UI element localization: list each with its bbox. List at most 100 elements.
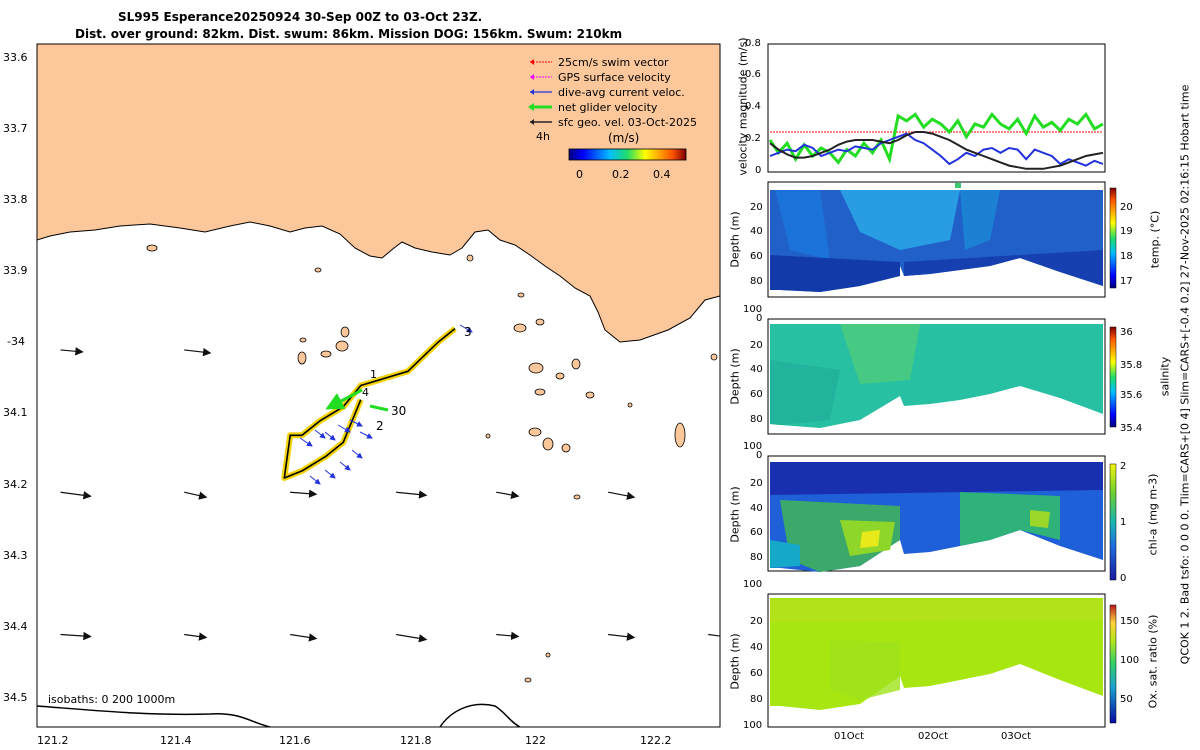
sal-ytick-100: 100 [743, 441, 763, 452]
map-ytick-8: 34.4 [3, 620, 28, 633]
oxygen-section [767, 593, 1106, 728]
map-ytick-7: 34.3 [3, 549, 28, 562]
chl-ytick-80: 80 [750, 552, 763, 563]
temp-ytick-100: 100 [743, 304, 763, 315]
sal-ytick-80: 80 [750, 414, 763, 425]
sal-ytick-0: 0 [756, 313, 763, 324]
map-ytick-6: 34.2 [3, 478, 28, 491]
legend-dive: dive-avg current veloc. [558, 86, 685, 99]
net-velocity-arrow [325, 388, 363, 410]
vel-ylabel: velocity magnitude (m/s) [736, 37, 750, 176]
velocity-lines [768, 111, 1104, 170]
map-ytick-9: 34.5 [3, 691, 28, 704]
cb-tick-1: 0.2 [612, 168, 630, 181]
chl-cb-2: 2 [1120, 461, 1127, 472]
geo-vector-10 [290, 633, 318, 642]
isobath-1000m [37, 705, 271, 727]
vel-ytick-0: 0 [755, 165, 762, 176]
vel-ytick-2: 0.4 [745, 101, 761, 112]
ox-ytick-80: 80 [750, 694, 763, 705]
legend-time: 4h [536, 130, 550, 143]
geo-vector-2 [60, 491, 92, 500]
map-ytick-2: 33.8 [3, 193, 28, 206]
sal-cb-354: 35.4 [1120, 423, 1143, 434]
geo-vector-9 [184, 632, 208, 641]
map-xtick-5: 122.2 [640, 734, 672, 747]
map-xtick-0: 121.2 [37, 734, 69, 747]
map-ytick-4: -34 [7, 335, 25, 348]
geo-vector-6 [496, 490, 520, 500]
chl-cb-1: 1 [1120, 517, 1127, 528]
islands [146, 244, 718, 683]
geo-vector-0 [60, 347, 84, 356]
sal-colorbar [1109, 326, 1117, 428]
time-tick-03oct: 03Oct [1001, 731, 1032, 742]
ox-ylabel: Depth (m) [728, 633, 742, 690]
sal-cb-36: 36 [1120, 327, 1133, 338]
geo-vector-13 [608, 632, 636, 641]
temp-cblabel: temp. (°C) [1148, 210, 1162, 269]
vel-ytick-3: 0.6 [745, 69, 761, 80]
geo-vector-8 [60, 631, 92, 641]
sal-ylabel: Depth (m) [728, 348, 742, 405]
track-label-1: 1 [370, 368, 377, 381]
track-label-3: 3 [464, 325, 472, 339]
geo-vector-7 [608, 491, 636, 500]
legend-swim: 25cm/s swim vector [558, 56, 669, 69]
chl-ytick-60: 60 [750, 527, 763, 538]
colorbar-unit: (m/s) [608, 131, 639, 145]
time-tick-02oct: 02Oct [918, 731, 949, 742]
map-legend: 25cm/s swim vector GPS surface velocity … [528, 56, 697, 181]
geo-vector-1 [184, 347, 212, 357]
ox-cblabel: Ox. sat. ratio (%) [1146, 614, 1160, 709]
temp-cb-20: 20 [1120, 202, 1133, 213]
vel-ytick-4: 0.8 [745, 38, 761, 49]
vel-series-3 [769, 131, 1104, 170]
ox-ytick-100: 100 [743, 720, 763, 731]
isobath-1000m-east [439, 703, 521, 727]
geo-vector-4 [290, 489, 318, 498]
sal-ytick-20: 20 [750, 340, 763, 351]
track-label-4: 4 [362, 386, 369, 399]
dive-avg-arrows [299, 324, 473, 485]
geo-vector-3 [184, 491, 208, 500]
geo-vector-14 [708, 633, 720, 637]
title-line-1: SL995 Esperance20250924 30-Sep 00Z to 03… [118, 10, 483, 24]
chl-cblabel: chl-a (mg m-3) [1146, 473, 1160, 556]
chl-ytick-40: 40 [750, 503, 763, 514]
temperature-section [767, 181, 1106, 298]
map-ytick-3: 33.9 [3, 264, 28, 277]
legend-net: net glider velocity [558, 101, 658, 114]
cb-tick-2: 0.4 [653, 168, 671, 181]
chl-ylabel: Depth (m) [728, 486, 742, 543]
temp-ytick-20: 20 [750, 202, 763, 213]
vel-ytick-1: 0.2 [745, 133, 761, 144]
ox-ytick-20: 20 [750, 616, 763, 627]
track-label-2: 2 [376, 419, 384, 433]
sal-cb-358: 35.8 [1120, 360, 1143, 371]
ox-ytick-60: 60 [750, 668, 763, 679]
chl-colorbar [1109, 463, 1117, 581]
sal-cb-356: 35.6 [1120, 390, 1143, 401]
map-ytick-5: 34.1 [3, 406, 28, 419]
map-ytick-1: 33.7 [3, 122, 28, 135]
chl-ytick-100: 100 [743, 579, 763, 590]
geostrophic-vectors [60, 347, 720, 643]
sal-ytick-60: 60 [750, 389, 763, 400]
map-ytick-0: 33.6 [3, 51, 28, 64]
chlorophyll-section [767, 455, 1106, 572]
chl-cb-0: 0 [1120, 573, 1127, 584]
temp-cb-17: 17 [1120, 276, 1133, 287]
cb-tick-0: 0 [576, 168, 583, 181]
temp-ytick-60: 60 [750, 251, 763, 262]
sal-ytick-40: 40 [750, 364, 763, 375]
temp-colorbar [1109, 187, 1117, 289]
glider-track [283, 327, 456, 479]
coastline-land [37, 44, 720, 343]
net-velocity-arrow-2 [369, 404, 389, 412]
ox-ytick-40: 40 [750, 642, 763, 653]
map-xtick-1: 121.4 [160, 734, 192, 747]
temp-cb-18: 18 [1120, 251, 1133, 262]
map-xtick-4: 122 [525, 734, 546, 747]
